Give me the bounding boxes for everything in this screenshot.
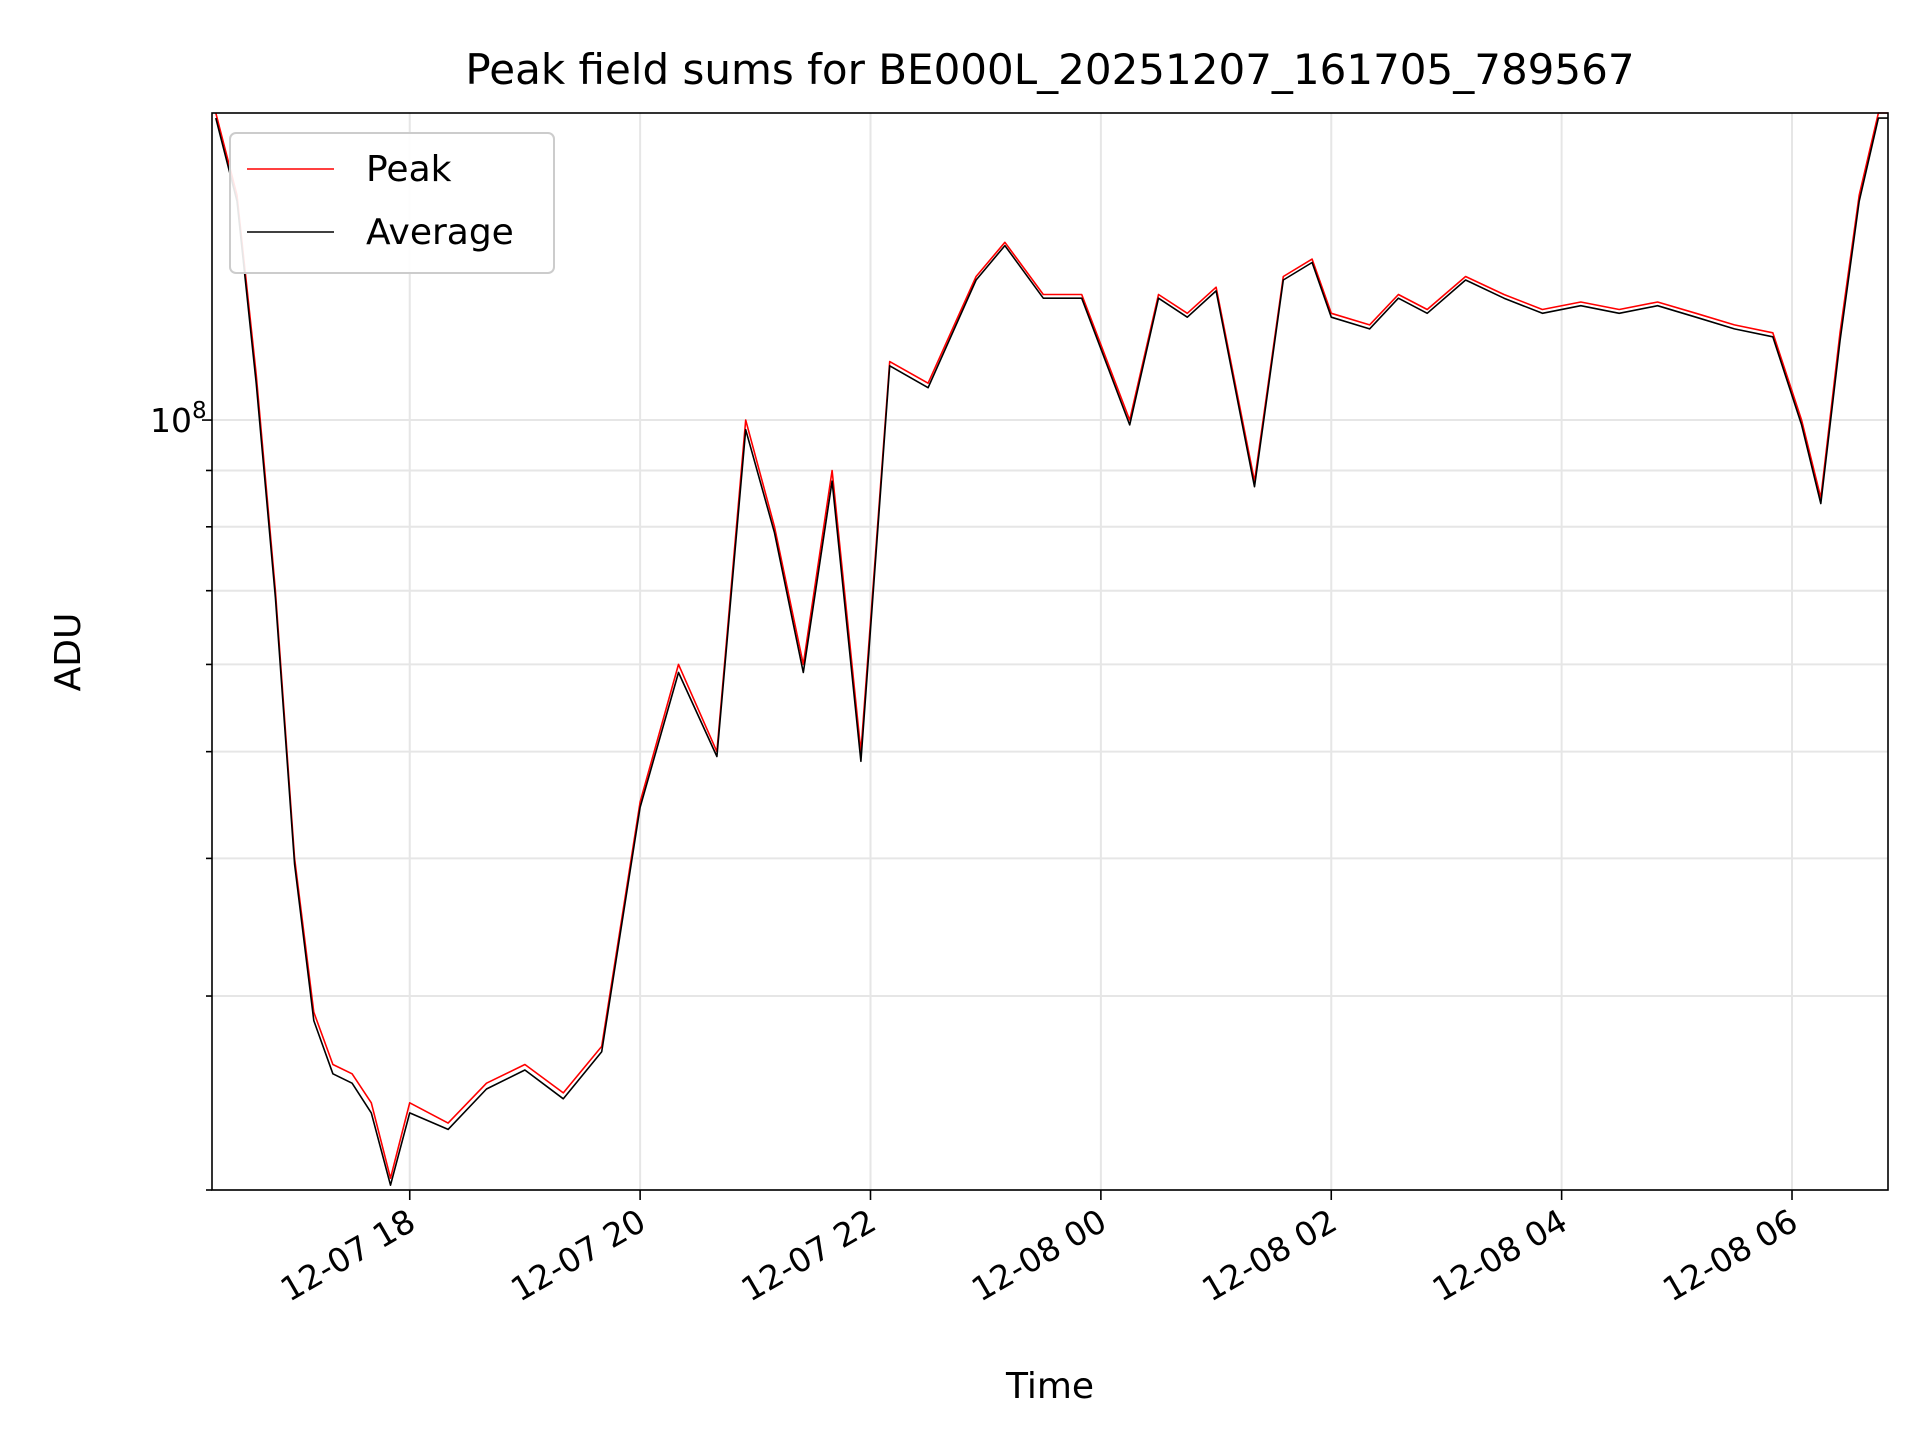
y-axis: 108 xyxy=(150,398,212,1191)
x-axis-label: Time xyxy=(1005,1366,1094,1407)
chart-title: Peak field sums for BE000L_20251207_1617… xyxy=(465,45,1634,94)
series-layer xyxy=(215,112,1888,1186)
y-tick-label-base: 10 xyxy=(150,401,192,440)
y-tick-label-exponent: 8 xyxy=(192,398,207,424)
plot-frame xyxy=(211,112,1889,1191)
series-line-peak xyxy=(215,112,1888,1179)
legend: Peak Average xyxy=(229,132,555,274)
legend-box xyxy=(229,132,555,274)
legend-label-peak: Peak xyxy=(366,149,452,190)
y-axis-label: ADU xyxy=(48,613,89,692)
series-line-average xyxy=(215,117,1888,1186)
legend-label-average: Average xyxy=(366,212,514,253)
plot-background xyxy=(212,113,1888,1190)
y-tick-label: 108 xyxy=(150,398,207,440)
